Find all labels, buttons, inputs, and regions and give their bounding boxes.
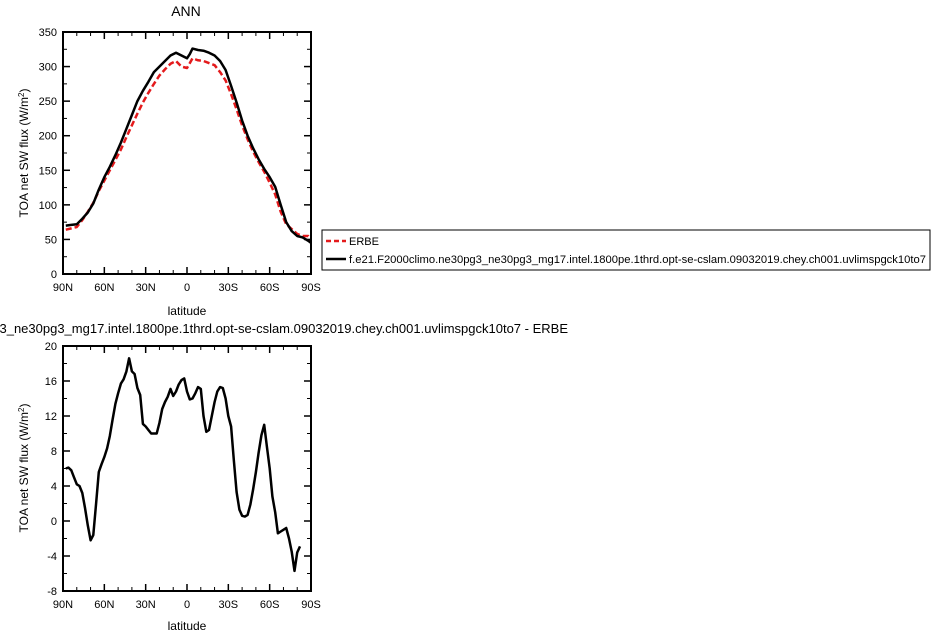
bottom-xtick-label: 30S — [219, 599, 239, 611]
bottom-xtick-label: 60S — [260, 599, 280, 611]
bottom-series-0-line — [65, 357, 302, 573]
top-xtick-label: 0 — [184, 282, 190, 294]
top-xtick-label: 30N — [136, 282, 156, 294]
bottom-xtick-label: 30N — [136, 599, 156, 611]
top-xtick-label: 30S — [219, 282, 239, 294]
legend-box — [321, 229, 931, 271]
bottom-ytick-label: 12 — [45, 411, 57, 423]
top-chart-xlabel: latitude — [168, 304, 207, 318]
top-ytick-label: 50 — [45, 234, 57, 246]
bottom-chart-xlabel: latitude — [168, 619, 207, 633]
top-ytick-label: 300 — [39, 62, 57, 74]
top-xtick-label: 60N — [94, 282, 114, 294]
legend-model-label: f.e21.F2000climo.ne30pg3_ne30pg3_mg17.in… — [349, 254, 926, 266]
top-chart-title: ANN — [171, 3, 201, 19]
bottom-ytick-label: 0 — [51, 516, 57, 528]
bottom-xtick-label: 60N — [94, 599, 114, 611]
top-xtick-label: 90N — [53, 282, 73, 294]
top-ytick-label: 150 — [39, 165, 57, 177]
top-xtick-label: 60S — [260, 282, 280, 294]
top-series-0-line — [65, 57, 313, 242]
bottom-ytick-label: 16 — [45, 376, 57, 388]
top-ytick-label: 250 — [39, 96, 57, 108]
bottom-ytick-label: 20 — [45, 341, 57, 353]
bottom-chart-ylabel: TOA net SW flux (W/m2) — [17, 404, 31, 533]
bottom-ytick-label: -4 — [47, 551, 57, 563]
top-chart: ANN 0 50 100 150 200 250 300 350 90N 60N 30N 0 30S 60… — [17, 3, 931, 318]
top-ytick-label: 350 — [39, 27, 57, 39]
bottom-xtick-label: 90S — [301, 599, 321, 611]
bottom-ytick-label: -8 — [47, 586, 57, 598]
bottom-xtick-label: 0 — [184, 599, 190, 611]
top-chart-ylabel: TOA net SW flux (W/m2) — [17, 89, 31, 218]
top-ytick-label: 100 — [39, 200, 57, 212]
bottom-chart-title: f.e21.F2000climo.ne30pg3_ne30pg3_mg17.in… — [0, 321, 568, 336]
legend-erbe-label: ERBE — [349, 236, 379, 248]
bottom-ytick-label: 8 — [51, 446, 57, 458]
top-ytick-label: 0 — [51, 269, 57, 281]
legend: ERBE f.e21.F2000climo.ne30pg3_ne30pg3_mg… — [321, 229, 931, 271]
bottom-ytick-label: 4 — [51, 481, 57, 493]
bottom-xtick-label: 90N — [53, 599, 73, 611]
bottom-chart: f.e21.F2000climo.ne30pg3_ne30pg3_mg17.in… — [0, 321, 568, 633]
top-series-1-line — [65, 47, 312, 244]
top-ytick-label: 200 — [39, 131, 57, 143]
top-xtick-label: 90S — [301, 282, 321, 294]
